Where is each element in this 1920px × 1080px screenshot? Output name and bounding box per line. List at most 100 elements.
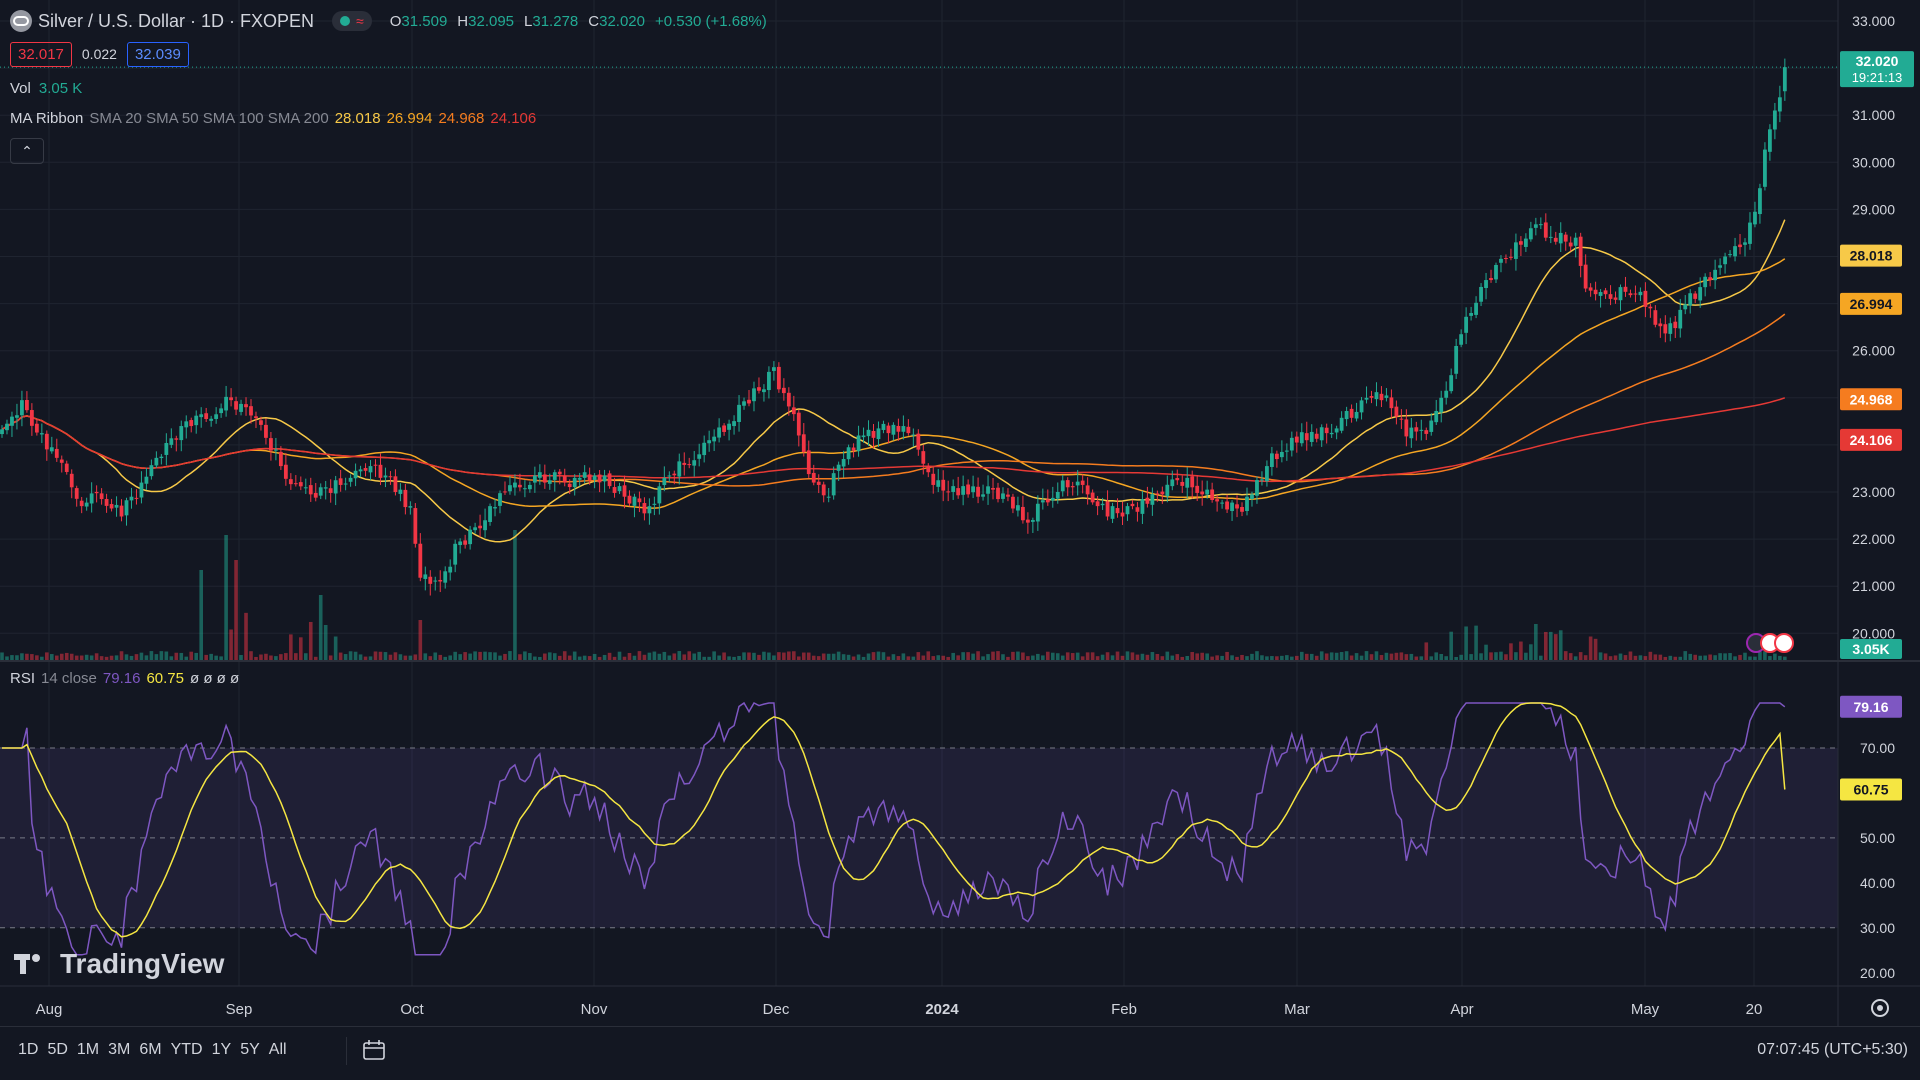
timeframe-ytd[interactable]: YTD (170, 1041, 203, 1058)
clock-timezone[interactable]: 07:07:45 (UTC+5:30) (1757, 1041, 1908, 1058)
candle-body (856, 435, 861, 452)
candle-body (637, 498, 642, 503)
candle-body (737, 404, 741, 422)
symbol-title[interactable]: Silver / U.S. Dollar · 1D · FXOPEN (38, 10, 315, 31)
timeframe-1m[interactable]: 1M (76, 1041, 100, 1058)
timeframe-5d[interactable]: 5D (47, 1041, 68, 1058)
tradingview-logo[interactable]: TradingView (14, 948, 224, 980)
volume-bar (1354, 653, 1359, 660)
candle-body (204, 413, 209, 419)
symbol-legend[interactable]: Silver / U.S. Dollar · 1D · FXOPEN ≈ O31… (10, 8, 767, 34)
volume-bar (1105, 652, 1110, 660)
candle-body (298, 482, 303, 487)
candle-body (1190, 476, 1195, 488)
volume-bar (1050, 652, 1055, 660)
candle-body (333, 480, 338, 494)
volume-bar (1130, 652, 1135, 660)
volume-bar (548, 652, 552, 660)
volume-bar (1110, 655, 1115, 660)
candle-body (259, 420, 263, 425)
candle-body (1001, 493, 1005, 499)
volume-bar (1299, 651, 1304, 660)
price-tick-label: 29.000 (1852, 201, 1895, 217)
volume-bar (1195, 653, 1199, 660)
candle-body (1319, 427, 1324, 441)
candle-body (1324, 427, 1329, 434)
volume-bar (1225, 651, 1229, 660)
rsi-axis[interactable]: 70.00 50.00 40.00 30.00 20.00 (1860, 740, 1895, 981)
volume-bar (1713, 655, 1717, 660)
rsi-level-lines (0, 747, 1838, 929)
volume-legend[interactable]: Vol 3.05 K (10, 80, 82, 97)
volume-bar (587, 656, 592, 660)
candle-body (572, 477, 577, 488)
timeframe-all[interactable]: All (268, 1041, 287, 1058)
candle-body (478, 525, 482, 529)
candle-body (1484, 280, 1488, 289)
candle-body (1479, 286, 1483, 302)
event-flags[interactable] (1746, 633, 1794, 653)
timeframe-6m[interactable]: 6M (139, 1041, 162, 1058)
volume-bar (69, 653, 74, 660)
time-axis[interactable]: Aug Sep Oct Nov Dec 2024 Feb Mar Apr May 20 (36, 1001, 1763, 1018)
timeframe-3m[interactable]: 3M (108, 1041, 131, 1058)
volume-bar (767, 652, 771, 660)
volume-bar (1464, 626, 1468, 660)
timeframe-1d[interactable]: 1D (18, 1041, 39, 1058)
candle-body (1240, 506, 1244, 512)
candle-body (468, 529, 473, 545)
candle-body (846, 447, 851, 460)
volume-bar (896, 656, 901, 660)
candle-body (1429, 420, 1434, 432)
candle-body (154, 457, 159, 466)
sell-button[interactable]: 32.017 (10, 41, 72, 67)
settings-gear-icon[interactable] (1871, 999, 1889, 1017)
market-status[interactable]: ≈ (332, 11, 372, 31)
timeframe-5y[interactable]: 5Y (240, 1041, 260, 1058)
candle-body (39, 433, 44, 435)
candle-body (841, 459, 846, 467)
candle-body (239, 403, 243, 412)
timeframe-1y[interactable]: 1Y (211, 1041, 232, 1058)
volume-bar (1728, 653, 1732, 660)
ma-ribbon-legend[interactable]: MA Ribbon SMA 20 SMA 50 SMA 100 SMA 200 … (10, 110, 536, 127)
volume-bar (871, 652, 876, 660)
us-flag-icon[interactable] (1774, 633, 1794, 653)
volume-bar (1021, 652, 1025, 660)
rsi-legend[interactable]: RSI 14 close 79.16 60.75 ø ø ø ø (10, 670, 239, 687)
buy-button[interactable]: 32.039 (126, 41, 189, 67)
candle-body (1389, 397, 1394, 409)
volume-bar (513, 530, 517, 660)
candle-body (971, 486, 975, 493)
candle-body (1723, 256, 1727, 265)
candle-body (796, 412, 801, 436)
volume-bar (1469, 654, 1473, 660)
candle-body (1165, 484, 1170, 497)
candle-body (747, 399, 751, 404)
candle-body (1578, 236, 1583, 266)
timeframe-selector[interactable]: 1D 5D 1M 3M 6M YTD 1Y 5Y All (18, 1041, 296, 1059)
gear-icon[interactable] (1871, 999, 1889, 1017)
volume-bar (79, 655, 84, 660)
last-price-badge-bg (1840, 51, 1914, 88)
candle-body (1265, 466, 1269, 482)
volume-bar (1230, 655, 1234, 660)
volume-bars (0, 530, 1787, 660)
chart-legend: Silver / U.S. Dollar · 1D · FXOPEN ≈ O31… (0, 0, 1830, 164)
candle-body (1394, 406, 1399, 417)
volume-bar (846, 654, 851, 660)
candle-body (1748, 222, 1752, 244)
market-open-dot-icon (340, 16, 351, 26)
calendar-icon[interactable] (362, 1039, 386, 1061)
collapse-legend-button[interactable]: ⌃ (10, 138, 44, 164)
volume-bar (373, 651, 378, 660)
volume-bar (239, 655, 243, 660)
candle-body (264, 424, 268, 438)
volume-bar (1046, 651, 1050, 660)
rsi-ma-badge-bg (1840, 778, 1902, 801)
volume-bar (313, 656, 318, 660)
volume-bar (124, 654, 129, 660)
candle-body (1045, 499, 1050, 503)
candle-body (1180, 481, 1185, 486)
